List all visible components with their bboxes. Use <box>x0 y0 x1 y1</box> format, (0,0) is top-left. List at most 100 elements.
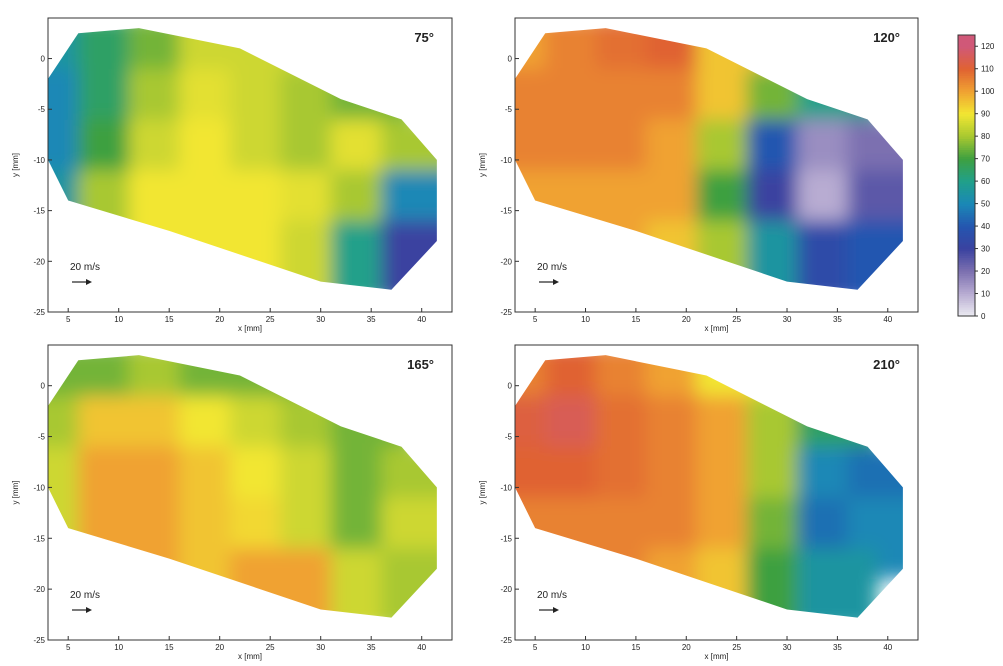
velocity-field <box>495 345 928 630</box>
y-tick-label: -5 <box>505 105 513 114</box>
y-tick-label: -25 <box>33 636 45 645</box>
panel: 5101520253035400-5-10-15-20-25x [mm]y [m… <box>478 345 928 661</box>
y-tick-label: -5 <box>38 433 46 442</box>
x-tick-label: 25 <box>732 315 741 324</box>
field-cells <box>495 345 928 630</box>
x-axis-label: x [mm] <box>238 324 262 333</box>
x-tick-label: 20 <box>215 315 224 324</box>
y-tick-label: -25 <box>500 308 512 317</box>
y-tick-label: -10 <box>33 156 45 165</box>
y-tick-label: -20 <box>500 585 512 594</box>
x-tick-label: 5 <box>533 315 538 324</box>
y-tick-label: -20 <box>500 257 512 266</box>
y-tick-label: 0 <box>41 382 46 391</box>
x-tick-label: 5 <box>66 315 71 324</box>
x-tick-label: 15 <box>631 315 640 324</box>
y-tick-label: -15 <box>500 534 512 543</box>
reference-label: 20 m/s <box>70 262 100 273</box>
x-tick-label: 5 <box>533 643 538 652</box>
x-axis-label: x [mm] <box>238 652 262 661</box>
x-tick-label: 30 <box>316 643 325 652</box>
x-tick-label: 15 <box>165 643 174 652</box>
x-tick-label: 10 <box>114 643 123 652</box>
x-tick-label: 10 <box>581 643 590 652</box>
y-tick-label: -15 <box>500 207 512 216</box>
x-tick-label: 30 <box>316 315 325 324</box>
x-tick-label: 20 <box>682 643 691 652</box>
y-tick-label: 0 <box>508 55 513 64</box>
reference-arrowhead <box>86 279 92 285</box>
colorbar-tick-label: 60 <box>981 177 990 186</box>
y-tick-label: -25 <box>500 636 512 645</box>
y-axis-label: y [mm] <box>11 481 20 505</box>
y-tick-label: 0 <box>508 382 513 391</box>
panel-title: 75° <box>414 30 434 45</box>
colorbar-tick-label: 70 <box>981 155 990 164</box>
y-axis-label: y [mm] <box>478 153 487 177</box>
x-tick-label: 5 <box>66 643 71 652</box>
velocity-field <box>28 18 462 302</box>
x-tick-label: 15 <box>631 643 640 652</box>
field-cell <box>381 221 462 302</box>
x-tick-label: 25 <box>732 643 741 652</box>
x-tick-label: 35 <box>833 315 842 324</box>
x-tick-label: 35 <box>367 315 376 324</box>
x-tick-label: 10 <box>581 315 590 324</box>
y-axis-label: y [mm] <box>11 153 20 177</box>
y-tick-label: -20 <box>33 257 45 266</box>
panel: 5101520253035400-5-10-15-20-25x [mm]y [m… <box>11 345 462 661</box>
x-tick-label: 30 <box>783 315 792 324</box>
y-tick-label: -5 <box>38 105 46 114</box>
x-tick-label: 40 <box>417 643 426 652</box>
field-cell <box>797 548 878 629</box>
colorbar-tick-label: 100 <box>981 87 995 96</box>
x-tick-label: 20 <box>682 315 691 324</box>
field-cells <box>28 18 462 302</box>
x-tick-label: 10 <box>114 315 123 324</box>
colorbar-tick-label: 90 <box>981 110 990 119</box>
velocity-field <box>495 18 928 302</box>
panel-title: 120° <box>873 30 900 45</box>
colorbar-tick-label: 110 <box>981 65 994 74</box>
reference-label: 20 m/s <box>537 590 567 601</box>
colorbar-tick-label: 20 <box>981 267 990 276</box>
colorbar: 0102030405060708090100110120 <box>958 35 995 321</box>
y-axis-label: y [mm] <box>478 481 487 505</box>
reference-label: 20 m/s <box>537 262 567 273</box>
y-tick-label: -15 <box>33 534 45 543</box>
y-tick-label: -15 <box>33 207 45 216</box>
x-tick-label: 40 <box>417 315 426 324</box>
x-tick-label: 35 <box>367 643 376 652</box>
figure: 5 10 15 20 25 30 35 40 0 -5 -10 -15 -20 -25 x [mm] y [m… <box>0 0 1003 661</box>
field-cells <box>28 345 462 630</box>
reference-arrowhead <box>553 279 559 285</box>
reference-label: 20 m/s <box>70 590 100 601</box>
colorbar-tick-label: 40 <box>981 222 990 231</box>
panel-title: 165° <box>407 357 434 372</box>
panel: 5 10 15 20 25 30 35 40 0 -5 -10 -15 -20 -25 x [mm] y [m… <box>478 18 928 333</box>
y-tick-label: 0 <box>41 55 46 64</box>
colorbar-tick-label: 120 <box>981 42 995 51</box>
x-tick-label: 25 <box>266 643 275 652</box>
field-cells <box>495 18 928 302</box>
reference-arrowhead <box>553 607 559 613</box>
y-tick-label: -10 <box>33 483 45 492</box>
y-tick-label: -10 <box>500 483 512 492</box>
field-cell <box>381 548 462 629</box>
x-axis-label: x [mm] <box>705 652 729 661</box>
panel-title: 210° <box>873 357 900 372</box>
colorbar-tick-label: 30 <box>981 245 990 254</box>
x-tick-label: 25 <box>266 315 275 324</box>
y-tick-label: -25 <box>33 308 45 317</box>
x-axis-label: x [mm] <box>705 324 729 333</box>
y-tick-label: -10 <box>500 156 512 165</box>
colorbar-tick-label: 0 <box>981 312 986 321</box>
x-tick-label: 35 <box>833 643 842 652</box>
x-tick-label: 30 <box>783 643 792 652</box>
x-tick-label: 40 <box>883 315 892 324</box>
velocity-field <box>28 345 462 630</box>
colorbar-tick-label: 80 <box>981 132 990 141</box>
y-tick-label: -20 <box>33 585 45 594</box>
x-tick-label: 40 <box>883 643 892 652</box>
reference-arrowhead <box>86 607 92 613</box>
